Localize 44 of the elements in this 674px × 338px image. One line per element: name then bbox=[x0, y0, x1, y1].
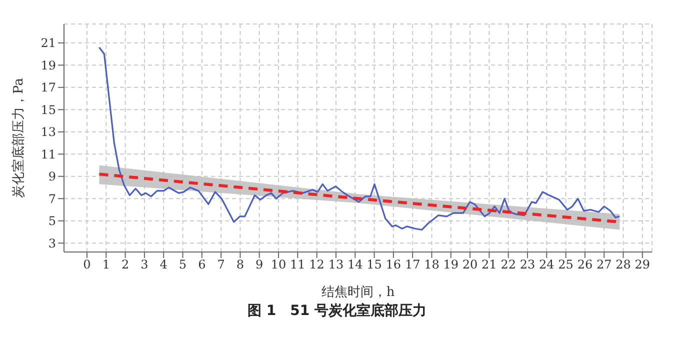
y-axis-title: 炭化室底部压力，Pa bbox=[10, 78, 27, 198]
x-axis-title: 结焦时间，h bbox=[321, 285, 396, 300]
x-tick-label: 26 bbox=[577, 258, 593, 272]
x-tick-label: 2 bbox=[121, 258, 130, 272]
x-tick-label: 28 bbox=[616, 258, 631, 272]
x-tick-label: 1 bbox=[102, 258, 110, 272]
x-tick-label: 9 bbox=[256, 258, 264, 272]
x-tick-label: 11 bbox=[290, 258, 306, 272]
text: 图 1 51 号炭化室底部压力 bbox=[246, 302, 428, 320]
x-tick-label: 7 bbox=[217, 258, 225, 272]
y-tick-label: 13 bbox=[40, 125, 56, 140]
x-tick-label: 8 bbox=[236, 258, 244, 272]
y-tick-label: 21 bbox=[40, 36, 56, 50]
x-tick-label: 17 bbox=[404, 258, 420, 272]
x-tick-label: 15 bbox=[366, 258, 382, 272]
x-tick-label: 29 bbox=[634, 258, 650, 272]
x-tick-label: 23 bbox=[520, 258, 536, 272]
y-tick-label: 17 bbox=[40, 80, 56, 95]
y-tick-label: 19 bbox=[40, 58, 56, 72]
x-tick-label: 27 bbox=[596, 258, 612, 272]
x-tick-label: 16 bbox=[386, 258, 402, 272]
x-tick-label: 4 bbox=[160, 258, 168, 272]
x-tick-label: 13 bbox=[328, 258, 344, 272]
x-tick-label: 24 bbox=[539, 258, 555, 272]
x-tick-label: 0 bbox=[83, 258, 91, 272]
x-tick-label: 12 bbox=[309, 258, 324, 272]
x-tick-label: 21 bbox=[482, 258, 497, 272]
x-tick-label: 5 bbox=[178, 258, 187, 272]
line-series bbox=[98, 46, 620, 231]
y-tick-label: 5 bbox=[48, 214, 56, 228]
x-tick-label: 10 bbox=[270, 258, 286, 272]
y-tick-label: 15 bbox=[40, 102, 56, 117]
x-tick-label: 6 bbox=[198, 258, 206, 272]
x-tick-label: 18 bbox=[424, 258, 440, 272]
x-tick-label: 20 bbox=[462, 258, 478, 272]
y-tick-label: 3 bbox=[48, 236, 56, 250]
y-tick-label: 11 bbox=[40, 147, 56, 162]
x-tick-label: 19 bbox=[443, 258, 459, 272]
y-tick-label: 9 bbox=[48, 170, 56, 184]
x-tick-label: 3 bbox=[140, 258, 148, 272]
y-tick-label: 7 bbox=[48, 192, 56, 206]
x-tick-label: 25 bbox=[558, 258, 574, 272]
x-tick-label: 22 bbox=[500, 258, 516, 272]
x-tick-label: 14 bbox=[347, 258, 364, 272]
